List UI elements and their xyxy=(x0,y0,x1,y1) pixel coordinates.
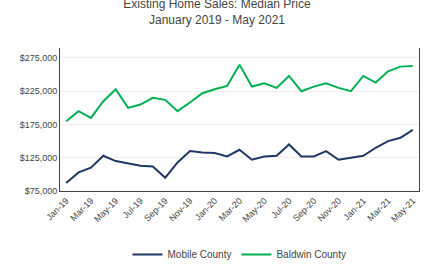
svg-text:May-19: May-19 xyxy=(92,196,120,224)
svg-text:Nov-20: Nov-20 xyxy=(316,196,344,224)
svg-text:Baldwin County: Baldwin County xyxy=(276,249,345,260)
svg-text:$75,000: $75,000 xyxy=(25,186,58,196)
svg-text:Sep-20: Sep-20 xyxy=(291,196,319,224)
svg-text:$275,000: $275,000 xyxy=(20,53,58,63)
svg-text:Nov-19: Nov-19 xyxy=(167,196,195,224)
svg-text:Sep-19: Sep-19 xyxy=(142,196,170,224)
svg-text:May-20: May-20 xyxy=(241,196,269,224)
svg-text:Mar-20: Mar-20 xyxy=(217,196,244,223)
svg-text:Jul-19: Jul-19 xyxy=(121,196,145,220)
svg-text:Jan-21: Jan-21 xyxy=(341,196,368,223)
svg-text:Mar-19: Mar-19 xyxy=(68,196,95,223)
svg-text:Existing Home Sales: Median Pr: Existing Home Sales: Median PriceJanuary… xyxy=(123,0,311,27)
svg-text:Jan-19: Jan-19 xyxy=(44,196,71,223)
svg-text:Jul-20: Jul-20 xyxy=(269,196,293,220)
svg-text:Jan-20: Jan-20 xyxy=(193,196,220,223)
svg-text:Mar-21: Mar-21 xyxy=(365,196,392,223)
svg-text:$225,000: $225,000 xyxy=(20,86,58,96)
svg-text:$175,000: $175,000 xyxy=(20,120,58,130)
svg-text:$125,000: $125,000 xyxy=(20,153,58,163)
svg-text:May-21: May-21 xyxy=(389,196,417,224)
svg-text:Mobile County: Mobile County xyxy=(168,249,232,260)
